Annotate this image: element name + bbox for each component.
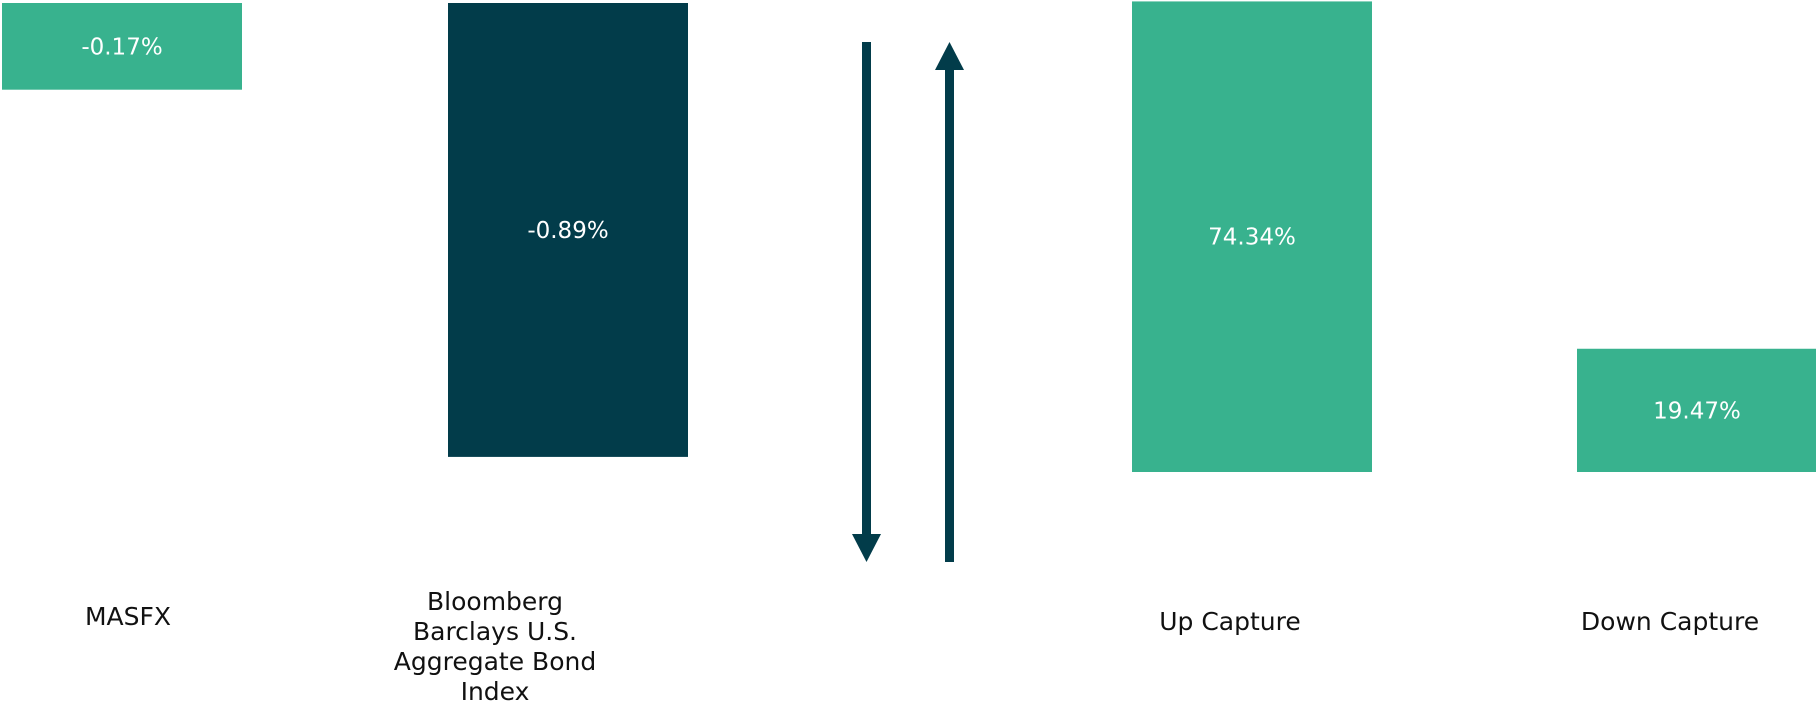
up-capture-bar [1132,1,1372,473]
category-label-masfx-text: MASFX [84,602,172,631]
category-label-up-capture-text: Up Capture [1159,607,1301,636]
bbagg-data-label: -0.89% [527,218,608,244]
bbagg-bar [448,3,688,457]
category-label-bbagg-line2: Barclays U.S. [412,617,578,646]
category-label-down-capture: Down Capture [1560,607,1780,637]
masfx-bar [2,3,242,90]
category-label-masfx: MASFX [53,602,203,632]
masfx-data-label: -0.17% [81,34,162,60]
category-label-up-capture: Up Capture [1130,607,1330,637]
category-label-down-capture-text: Down Capture [1580,607,1760,636]
category-label-bbagg-line4: Index [460,677,530,706]
category-label-bbagg-line1: Bloomberg [427,587,563,616]
down-capture-bar [1577,348,1816,472]
up-capture-data-label: 74.34% [1208,225,1296,251]
category-label-bbagg: Bloomberg Barclays U.S. Aggregate Bond I… [380,587,610,707]
down-capture-data-label: 19.47% [1653,398,1741,424]
category-label-bbagg-line3: Aggregate Bond [393,647,597,676]
capture-bars: 74.34% 19.47% [1132,1,1816,473]
returns-bars: -0.17% -0.89% [2,3,688,457]
arrow-down-icon [852,42,881,562]
arrow-up-icon [935,42,964,562]
